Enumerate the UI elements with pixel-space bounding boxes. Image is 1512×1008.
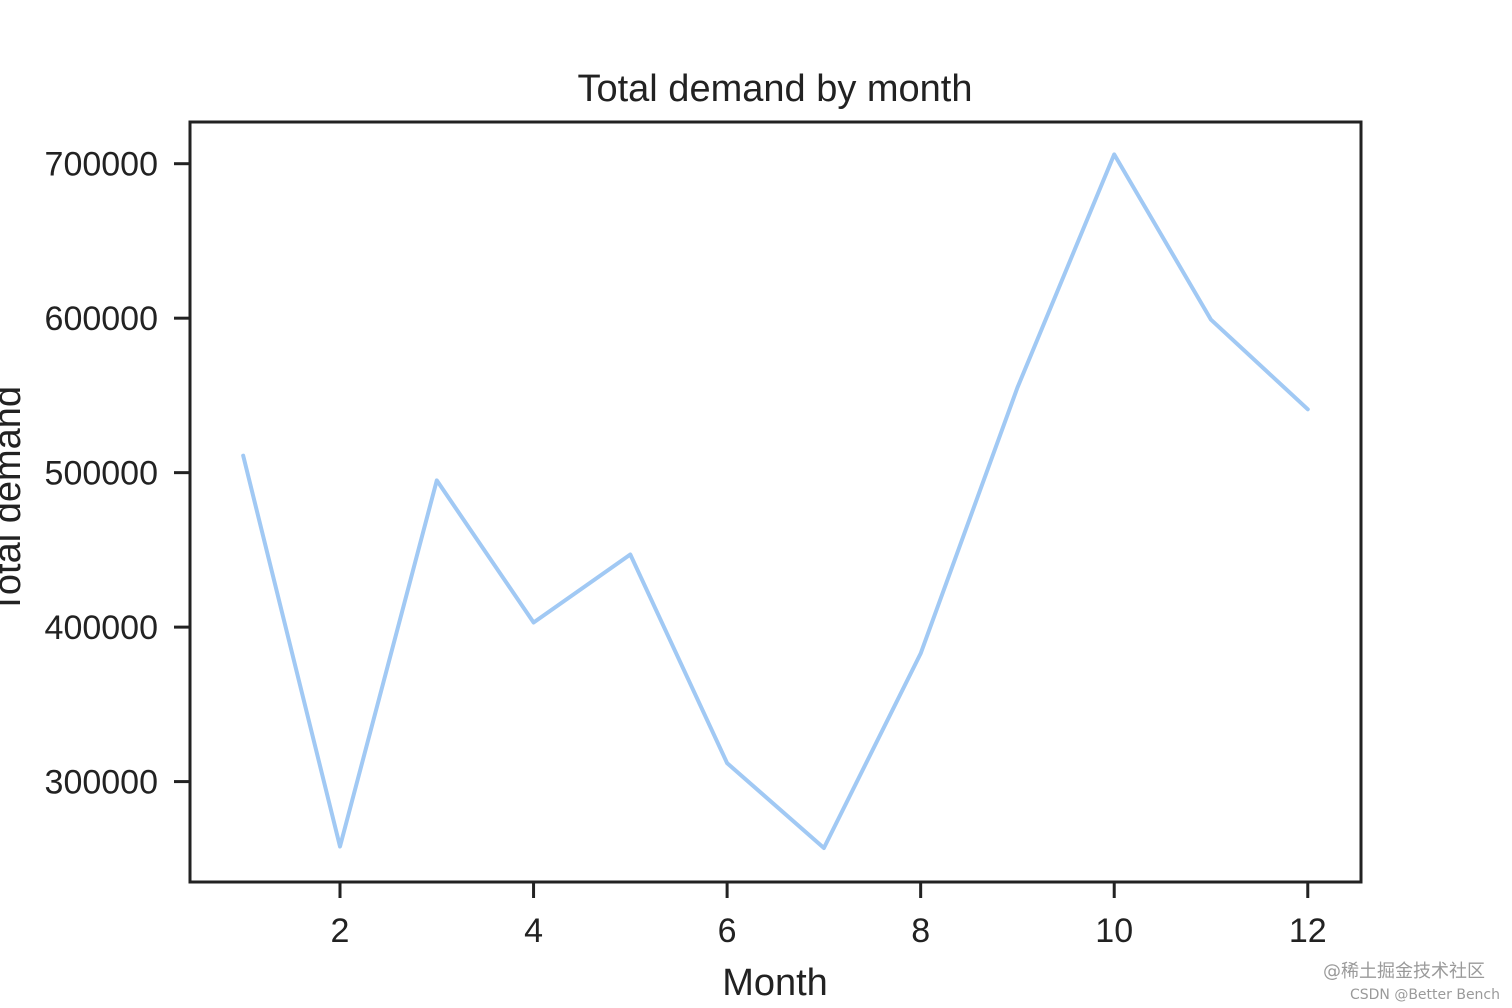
data-point	[242, 455, 244, 457]
y-tick-label: 500000	[45, 455, 158, 493]
data-point	[436, 479, 438, 481]
x-tick-label: 4	[524, 912, 543, 950]
y-tick-label: 700000	[45, 146, 158, 184]
data-point	[726, 762, 728, 764]
plot-frame	[188, 120, 1363, 884]
data-point	[1016, 387, 1018, 389]
data-point	[1113, 153, 1115, 155]
series-group	[241, 152, 1310, 850]
chart-title: Total demand by month	[577, 68, 972, 110]
watermark-line-2: CSDN @Better Bench	[1350, 987, 1500, 1003]
y-axis: 300000 400000 500000 600000 700000	[45, 146, 190, 802]
data-point	[823, 847, 825, 849]
y-tick-label: 400000	[45, 609, 158, 647]
y-tick-label: 300000	[45, 764, 158, 802]
data-point	[533, 621, 535, 623]
x-tick-label: 2	[331, 912, 350, 950]
y-tick-label: 600000	[45, 300, 158, 338]
x-axis: 2 4 6 8 10 12	[331, 882, 1327, 950]
data-point	[1307, 408, 1309, 410]
watermark-line-1: @稀土掘金技术社区	[1323, 961, 1485, 982]
data-point	[1210, 319, 1212, 321]
x-tick-label: 12	[1289, 912, 1327, 950]
data-point	[920, 652, 922, 654]
data-point	[629, 554, 631, 556]
x-axis-title: Month	[722, 962, 828, 1004]
x-tick-label: 6	[718, 912, 737, 950]
y-axis-title: Total demand	[0, 386, 29, 614]
x-tick-label: 10	[1095, 912, 1133, 950]
series-line	[241, 152, 1310, 850]
data-point	[339, 845, 341, 847]
x-tick-label: 8	[911, 912, 930, 950]
